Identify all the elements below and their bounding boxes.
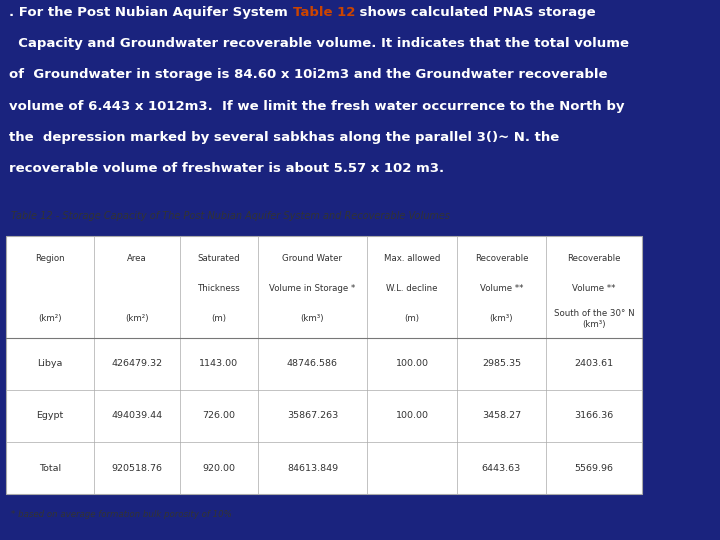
Text: Area: Area	[127, 254, 147, 262]
Text: 6443.63: 6443.63	[482, 464, 521, 473]
Text: Max. allowed: Max. allowed	[384, 254, 441, 262]
Text: (km²): (km²)	[38, 314, 61, 323]
Text: . For the Post Nubian Aquifer System: . For the Post Nubian Aquifer System	[9, 6, 293, 19]
Text: of  Groundwater in storage is 84.60 x 10i2m3 and the Groundwater recoverable: of Groundwater in storage is 84.60 x 10i…	[9, 69, 608, 82]
Text: (m): (m)	[405, 314, 420, 323]
Text: 920.00: 920.00	[202, 464, 235, 473]
Text: (km³): (km³)	[301, 314, 324, 323]
Text: Libya: Libya	[37, 359, 63, 368]
Text: Volume in Storage *: Volume in Storage *	[269, 284, 356, 293]
Text: Thickness: Thickness	[197, 284, 240, 293]
Text: 84613.849: 84613.849	[287, 464, 338, 473]
Text: (km³): (km³)	[490, 314, 513, 323]
Text: 426479.32: 426479.32	[111, 359, 163, 368]
Text: 3166.36: 3166.36	[575, 411, 613, 421]
Text: South of the 30° N
(km³): South of the 30° N (km³)	[554, 309, 634, 329]
Text: Total: Total	[39, 464, 60, 473]
Text: W.L. decline: W.L. decline	[387, 284, 438, 293]
Text: 100.00: 100.00	[396, 359, 428, 368]
Text: 5569.96: 5569.96	[575, 464, 613, 473]
Text: * based on average formation bulk porosity of 10%: * based on average formation bulk porosi…	[11, 510, 232, 518]
Text: (m): (m)	[212, 314, 226, 323]
Text: Table 12 - Storage Capacity of The Post Nubian Aquifer System and Recoverable Vo: Table 12 - Storage Capacity of The Post …	[11, 211, 450, 221]
Text: 1143.00: 1143.00	[199, 359, 238, 368]
Text: shows calculated PNAS storage: shows calculated PNAS storage	[355, 6, 595, 19]
Text: (km²): (km²)	[125, 314, 148, 323]
Text: Capacity and Groundwater recoverable volume. It indicates that the total volume: Capacity and Groundwater recoverable vol…	[9, 37, 629, 50]
Text: recoverable volume of freshwater is about 5.57 x 102 m3.: recoverable volume of freshwater is abou…	[9, 162, 444, 175]
Text: 2403.61: 2403.61	[575, 359, 613, 368]
Text: Recoverable: Recoverable	[474, 254, 528, 262]
Text: 920518.76: 920518.76	[112, 464, 162, 473]
Text: 2985.35: 2985.35	[482, 359, 521, 368]
Text: Region: Region	[35, 254, 65, 262]
Text: 726.00: 726.00	[202, 411, 235, 421]
Text: the  depression marked by several sabkhas along the parallel 3()~ N. the: the depression marked by several sabkhas…	[9, 131, 559, 144]
Text: 494039.44: 494039.44	[111, 411, 163, 421]
Text: Volume **: Volume **	[572, 284, 616, 293]
Text: volume of 6.443 x 1012m3.  If we limit the fresh water occurrence to the North b: volume of 6.443 x 1012m3. If we limit th…	[9, 99, 625, 112]
Text: 100.00: 100.00	[396, 411, 428, 421]
Text: Recoverable: Recoverable	[567, 254, 621, 262]
Text: Egypt: Egypt	[36, 411, 63, 421]
Text: 3458.27: 3458.27	[482, 411, 521, 421]
Text: Ground Water: Ground Water	[282, 254, 343, 262]
Text: 48746.586: 48746.586	[287, 359, 338, 368]
Text: Volume **: Volume **	[480, 284, 523, 293]
Bar	[6, 237, 642, 495]
Text: Saturated: Saturated	[197, 254, 240, 262]
Text: Table 12: Table 12	[293, 6, 355, 19]
Text: 35867.263: 35867.263	[287, 411, 338, 421]
